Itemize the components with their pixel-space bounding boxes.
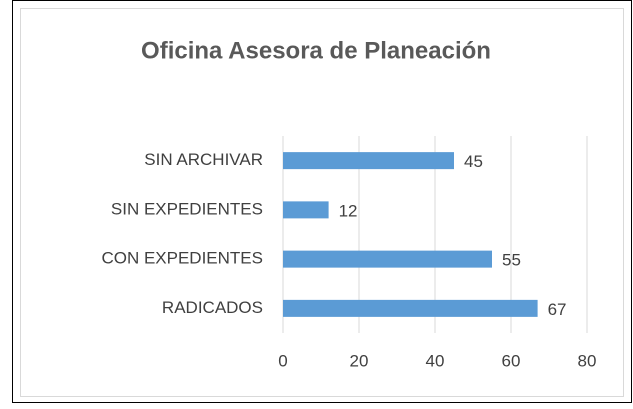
x-tick-label: 20 <box>350 351 369 370</box>
x-tick-label: 40 <box>426 351 445 370</box>
bar <box>283 152 454 170</box>
bar <box>283 201 329 219</box>
chart-border <box>20 8 624 397</box>
chart-title: Oficina Asesora de Planeación <box>141 37 491 64</box>
x-tick-label: 80 <box>578 351 597 370</box>
y-tick-label: SIN EXPEDIENTES <box>111 199 263 218</box>
y-tick-label: RADICADOS <box>162 298 263 317</box>
y-tick-label: CON EXPEDIENTES <box>101 249 263 268</box>
cell-border <box>12 0 632 403</box>
x-tick-label: 0 <box>278 351 287 370</box>
bar <box>283 299 538 317</box>
data-label: 45 <box>464 152 483 171</box>
y-tick-label: SIN ARCHIVAR <box>144 150 263 169</box>
data-label: 55 <box>502 251 521 270</box>
x-tick-label: 60 <box>502 351 521 370</box>
data-label: 67 <box>548 300 567 319</box>
bar <box>283 250 492 268</box>
data-label: 12 <box>339 201 358 220</box>
